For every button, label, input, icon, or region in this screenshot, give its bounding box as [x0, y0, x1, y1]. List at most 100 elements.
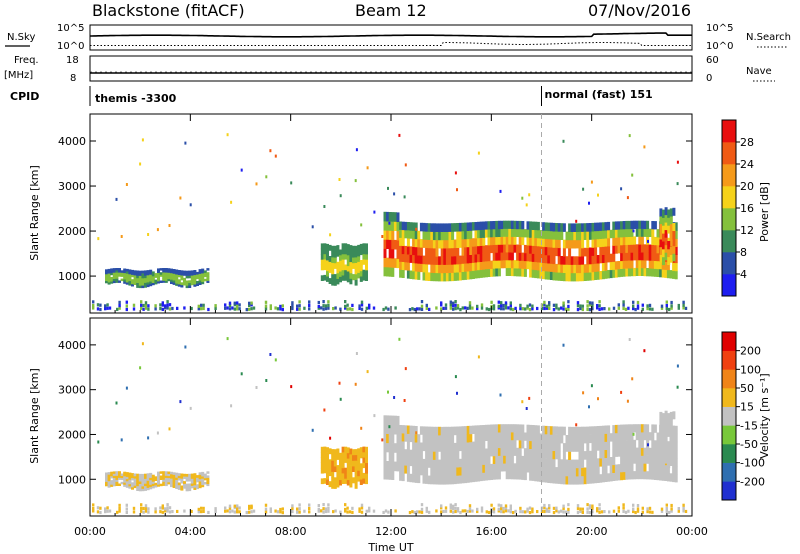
power-cell	[630, 228, 634, 237]
velocity-cell	[627, 471, 631, 480]
power-cell	[509, 307, 512, 311]
power-cell	[568, 256, 572, 265]
velocity-cell	[180, 487, 184, 491]
velocity-cell	[115, 473, 119, 476]
power-cell	[641, 307, 644, 311]
power-cell	[328, 261, 332, 268]
velocity-cell	[456, 509, 460, 513]
velocity-cell	[144, 509, 148, 513]
velocity-cell	[665, 507, 668, 511]
velocity-cell	[168, 427, 171, 431]
velocity-cell	[674, 449, 678, 459]
velocity-cell	[393, 396, 396, 399]
power-cell	[601, 246, 605, 255]
velocity-cell	[440, 510, 443, 514]
velocity-cell	[133, 482, 137, 486]
power-cell	[482, 261, 486, 270]
power-cell	[107, 271, 111, 274]
power-cell	[336, 250, 340, 257]
velocity-cell	[388, 415, 392, 425]
velocity-colorbar-segment	[722, 332, 736, 351]
velocity-cell	[409, 425, 413, 434]
power-cell	[497, 300, 500, 304]
power-cell	[638, 267, 642, 276]
velocity-cell	[326, 447, 329, 453]
power-cell	[586, 223, 590, 232]
velocity-cell	[503, 447, 507, 456]
velocity-cell	[349, 465, 353, 471]
velocity-cell	[388, 470, 392, 480]
power-cell	[147, 304, 150, 308]
velocity-cell	[131, 482, 134, 485]
velocity-cell	[594, 426, 598, 435]
power-cell	[531, 269, 535, 278]
velocity-cell	[432, 467, 436, 477]
power-cell	[394, 306, 397, 310]
power-cell	[357, 244, 361, 251]
power-cell	[617, 268, 621, 278]
power-cell	[354, 257, 358, 263]
velocity-cell	[646, 455, 650, 464]
velocity-cell	[604, 425, 608, 434]
power-cell	[536, 246, 540, 255]
power-cell	[386, 221, 390, 231]
power-cell	[575, 239, 579, 249]
velocity-cell	[291, 506, 294, 510]
power-cell	[656, 260, 660, 270]
power-cell	[359, 276, 363, 282]
velocity-cell	[149, 486, 153, 490]
power-cell	[555, 306, 558, 310]
power-cell	[528, 193, 531, 197]
power-cell	[665, 306, 668, 310]
velocity-cell	[560, 459, 564, 468]
velocity-cell	[279, 507, 282, 511]
velocity-cell	[354, 471, 358, 478]
velocity-cell	[339, 458, 342, 464]
velocity-cell	[346, 510, 349, 514]
velocity-cell	[458, 467, 462, 476]
power-cell	[162, 268, 166, 271]
power-cell	[328, 256, 332, 262]
velocity-cell	[466, 474, 470, 483]
velocity-cell	[656, 464, 660, 473]
velocity-cell	[638, 447, 642, 456]
velocity-cell	[453, 467, 457, 476]
velocity-cell	[264, 510, 268, 514]
velocity-cell	[505, 439, 509, 448]
velocity-cell	[151, 479, 155, 482]
velocity-cell	[427, 442, 431, 452]
velocity-cell	[665, 503, 668, 507]
velocity-cell	[562, 451, 566, 460]
velocity-cell	[362, 462, 366, 469]
velocity-cell	[419, 426, 423, 435]
power-cell	[591, 307, 594, 311]
power-cell	[206, 272, 210, 275]
velocity-cell	[582, 391, 585, 395]
power-cell	[665, 303, 668, 308]
power-cell	[352, 251, 355, 258]
power-cell	[341, 243, 345, 249]
power-cell	[414, 263, 418, 272]
velocity-cell	[534, 472, 538, 482]
velocity-cell	[545, 509, 548, 513]
power-cell	[128, 282, 132, 286]
power-cell	[492, 304, 496, 308]
power-cell	[536, 306, 539, 311]
power-cell	[555, 239, 559, 248]
velocity-cell	[107, 480, 111, 484]
velocity-cell	[468, 507, 472, 511]
power-cell	[474, 254, 478, 263]
velocity-cell	[96, 506, 100, 510]
velocity-cell	[591, 450, 595, 460]
power-cell	[341, 264, 345, 271]
power-cell	[477, 245, 481, 255]
power-cell	[614, 229, 618, 238]
power-cell	[162, 272, 166, 275]
velocity-cell	[386, 433, 390, 444]
velocity-cell	[396, 415, 400, 426]
power-cell	[123, 272, 127, 276]
velocity-cell	[382, 510, 385, 514]
velocity-colorbar-segment	[722, 462, 736, 482]
power-cell	[360, 223, 363, 227]
power-cell	[510, 244, 514, 253]
